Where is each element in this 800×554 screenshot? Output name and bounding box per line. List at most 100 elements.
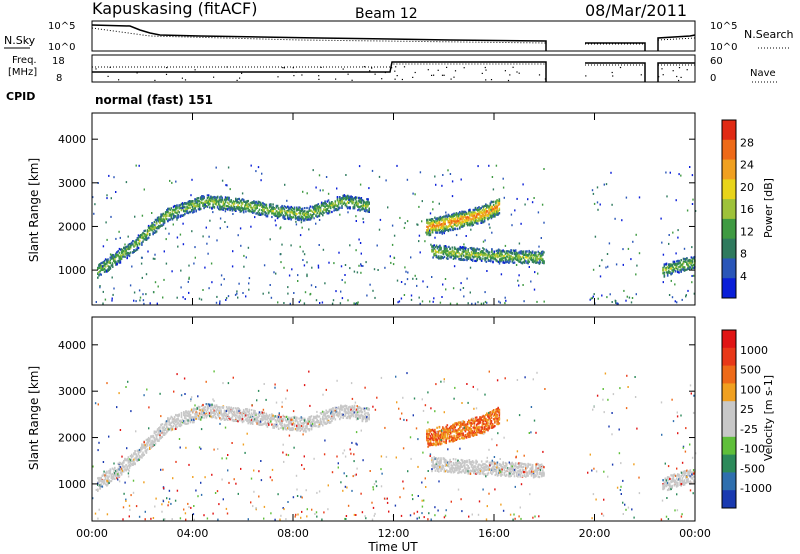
echo-cell [145, 438, 148, 441]
echo-cell [288, 206, 290, 209]
echo-cell [138, 243, 141, 246]
echo-cell [663, 271, 666, 274]
echo-cell [674, 270, 677, 273]
echo-cell [195, 411, 197, 414]
echo-cell [246, 413, 248, 416]
echo-cell [97, 276, 99, 279]
noise-cell [111, 297, 113, 300]
echo-cell [287, 214, 289, 217]
echo-cell [241, 202, 244, 205]
echo-cell [201, 195, 203, 198]
echo-cell [468, 209, 470, 212]
echo-cell [664, 268, 667, 271]
echo-cell [255, 420, 257, 423]
echo-cell [340, 199, 342, 202]
echo-cell [499, 260, 501, 263]
echo-cell [367, 204, 369, 207]
station-title: Kapuskasing (fitACF) [92, 0, 257, 18]
echo-cell [331, 201, 333, 204]
echo-cell [673, 260, 676, 263]
noise-cell [194, 256, 196, 259]
echo-cell [492, 210, 495, 213]
echo-cell [453, 227, 455, 230]
echo-cell [215, 196, 218, 199]
echo-cell [367, 210, 369, 213]
noise-cell [677, 236, 679, 239]
noise-cell [662, 253, 665, 256]
echo-cell [214, 196, 217, 199]
noise-cell [339, 302, 342, 305]
noise-cell [239, 227, 242, 230]
echo-cell [275, 420, 278, 423]
echo-cell [494, 208, 496, 211]
echo-cell [210, 199, 212, 202]
echo-cell [357, 406, 359, 409]
noise-cell [255, 170, 257, 173]
echo-cell [432, 249, 434, 252]
noise-cell [638, 196, 641, 199]
echo-cell [256, 206, 258, 209]
echo-cell [209, 198, 211, 201]
echo-cell [497, 210, 499, 213]
echo-cell [224, 410, 227, 413]
echo-cell [156, 439, 159, 442]
echo-cell [146, 448, 149, 451]
echo-cell [283, 215, 286, 218]
nave-dot [381, 78, 383, 80]
echo-cell [150, 435, 152, 438]
echo-cell [158, 220, 160, 223]
echo-cell [443, 215, 445, 218]
echo-cell [314, 416, 316, 419]
echo-cell [494, 207, 496, 210]
echo-cell [678, 259, 680, 262]
echo-cell [432, 246, 434, 249]
echo-cell [442, 251, 445, 254]
echo-cell [117, 467, 119, 470]
echo-cell [455, 222, 458, 225]
freq-tick-bottom: 8 [56, 73, 62, 84]
echo-cell [438, 221, 441, 224]
echo-cell [690, 267, 693, 270]
echo-cell [470, 251, 473, 254]
echo-cell [116, 477, 118, 480]
echo-cell [288, 423, 290, 426]
echo-cell [160, 224, 162, 227]
echo-cell [329, 410, 332, 413]
echo-cell [147, 224, 150, 228]
echo-cell [337, 415, 340, 418]
noise-cell [142, 299, 145, 302]
echo-cell [249, 420, 252, 423]
echo-cell [471, 249, 474, 252]
echo-cell [183, 414, 185, 417]
echo-cell [308, 207, 311, 210]
echo-cell [431, 249, 433, 253]
echo-cell [433, 254, 435, 257]
echo-cell [447, 253, 449, 256]
echo-cell [240, 207, 243, 210]
nave-dot [431, 74, 433, 76]
echo-cell [108, 261, 110, 264]
echo-cell [209, 199, 211, 202]
nave-dot [136, 72, 138, 74]
echo-cell [176, 216, 178, 219]
echo-cell [98, 476, 100, 480]
echo-cell [487, 252, 490, 255]
echo-cell [299, 420, 301, 423]
noise-cell [463, 295, 465, 298]
echo-cell [237, 198, 239, 201]
noise-cell [521, 261, 523, 264]
echo-cell [503, 250, 506, 253]
echo-cell [431, 224, 434, 227]
echo-cell [119, 254, 122, 257]
echo-cell [218, 412, 220, 415]
echo-cell [264, 206, 266, 210]
echo-cell [309, 218, 312, 221]
nave-dot [433, 74, 435, 76]
echo-cell [463, 223, 466, 226]
echo-cell [232, 200, 235, 203]
echo-cell [199, 207, 202, 210]
echo-cell [310, 415, 313, 418]
echo-cell [186, 205, 188, 208]
echo-cell [274, 424, 277, 427]
